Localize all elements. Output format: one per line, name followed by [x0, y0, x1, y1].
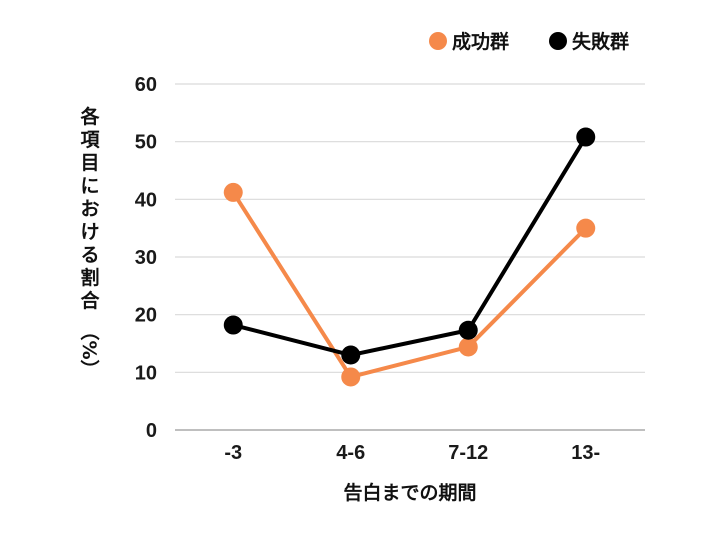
data-series: [223, 127, 596, 387]
gridlines: [175, 83, 645, 431]
y-tick-label: 60: [135, 74, 157, 96]
x-tick-label: 4-6: [336, 442, 365, 464]
y-axis-title-char: 目: [80, 152, 99, 174]
data-point: [341, 367, 361, 387]
series-failure: [223, 127, 596, 365]
y-axis-title-char: 合: [80, 289, 100, 312]
y-axis-title-char: け: [80, 221, 99, 243]
y-axis-title-char: に: [80, 175, 99, 197]
x-tick-label: 7-12: [448, 442, 488, 464]
legend-label-success: 成功群: [452, 30, 509, 53]
y-tick-label: 10: [135, 362, 157, 384]
y-tick-label: 20: [135, 305, 157, 327]
y-axis-title-char: 各: [79, 105, 100, 128]
y-axis-title-char: 項: [80, 129, 100, 151]
legend-marker-success: [429, 32, 447, 50]
x-axis-title: 告白までの期間: [343, 481, 476, 504]
series-line: [231, 191, 588, 379]
y-tick-label: 40: [135, 189, 157, 211]
y-axis-title-char: ）: [78, 359, 101, 378]
x-tick-label: 13-: [571, 442, 600, 464]
legend-marker-failure: [549, 32, 567, 50]
legend-item-failure: 失敗群: [549, 30, 629, 53]
legend-label-failure: 失敗群: [572, 30, 629, 53]
legend: 成功群 失敗群: [429, 30, 629, 53]
data-point: [341, 345, 361, 365]
data-point: [458, 337, 478, 357]
x-axis-ticks: -3 4-6 7-12 13-: [224, 442, 600, 464]
y-tick-label: 0: [146, 420, 157, 442]
y-axis-title-char: お: [80, 198, 99, 220]
y-axis-title-char: 割: [80, 266, 99, 289]
series-line: [232, 136, 588, 358]
y-tick-label: 30: [135, 247, 157, 269]
data-point: [576, 127, 596, 147]
data-point: [223, 315, 243, 335]
data-point: [223, 182, 243, 202]
x-tick-label: -3: [224, 442, 242, 464]
y-axis-title-char: （: [78, 321, 101, 340]
legend-item-success: 成功群: [429, 30, 509, 53]
y-axis-title-char: る: [80, 244, 99, 266]
series-success: [223, 182, 596, 387]
y-tick-label: 50: [135, 132, 157, 154]
y-axis-ticks: 0 10 20 30 40 50 60: [135, 74, 157, 442]
y-axis-title-char: %: [78, 340, 100, 359]
data-point: [576, 218, 596, 238]
data-point: [458, 320, 478, 340]
